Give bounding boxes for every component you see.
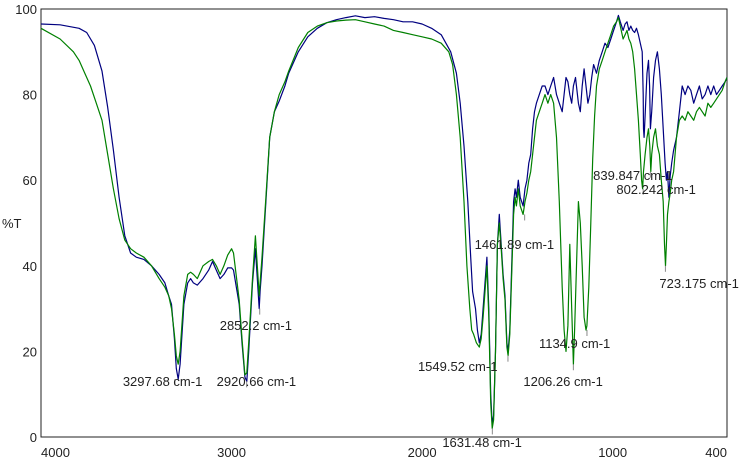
- peak-label: 3297.68 cm-1: [123, 374, 203, 389]
- x-tick-label: 400: [705, 445, 727, 460]
- peak-label: 1631.48 cm-1: [442, 435, 522, 450]
- peak-label: 2852.2 cm-1: [220, 318, 292, 333]
- series-line-1: [40, 14, 728, 425]
- x-tick-label: 2000: [408, 445, 437, 460]
- x-tick-label: 4000: [41, 445, 70, 460]
- peak-label: 1549.52 cm-1: [418, 359, 498, 374]
- peak-label: 2920.66 cm-1: [217, 374, 297, 389]
- peak-label: 1461.89 cm-1: [475, 237, 555, 252]
- peak-label: 723.175 cm-1: [659, 276, 739, 291]
- peak-label: 839.847 cm-1: [593, 168, 673, 183]
- y-tick-label: 20: [23, 344, 37, 359]
- series-line-2: [40, 17, 728, 429]
- peak-label: 802.242 cm-1: [616, 182, 696, 197]
- y-tick-label: 0: [30, 430, 37, 445]
- y-tick-label: 80: [23, 88, 37, 103]
- x-tick-label: 3000: [217, 445, 246, 460]
- peak-label: 1206.26 cm-1: [523, 374, 603, 389]
- y-tick-label: 100: [15, 2, 37, 17]
- peak-label: 1134.9 cm-1: [539, 336, 610, 351]
- y-axis-label: %T: [2, 216, 22, 231]
- plot-area-frame: [40, 8, 728, 438]
- y-tick-label: 60: [23, 173, 37, 188]
- annotation-layer: 3297.68 cm-1 2920.66 cm-1 2852.2 cm-1 1631.…: [123, 168, 739, 450]
- series-layer: [40, 14, 728, 429]
- y-tick-label: 40: [23, 259, 37, 274]
- x-tick-label: 1000: [598, 445, 627, 460]
